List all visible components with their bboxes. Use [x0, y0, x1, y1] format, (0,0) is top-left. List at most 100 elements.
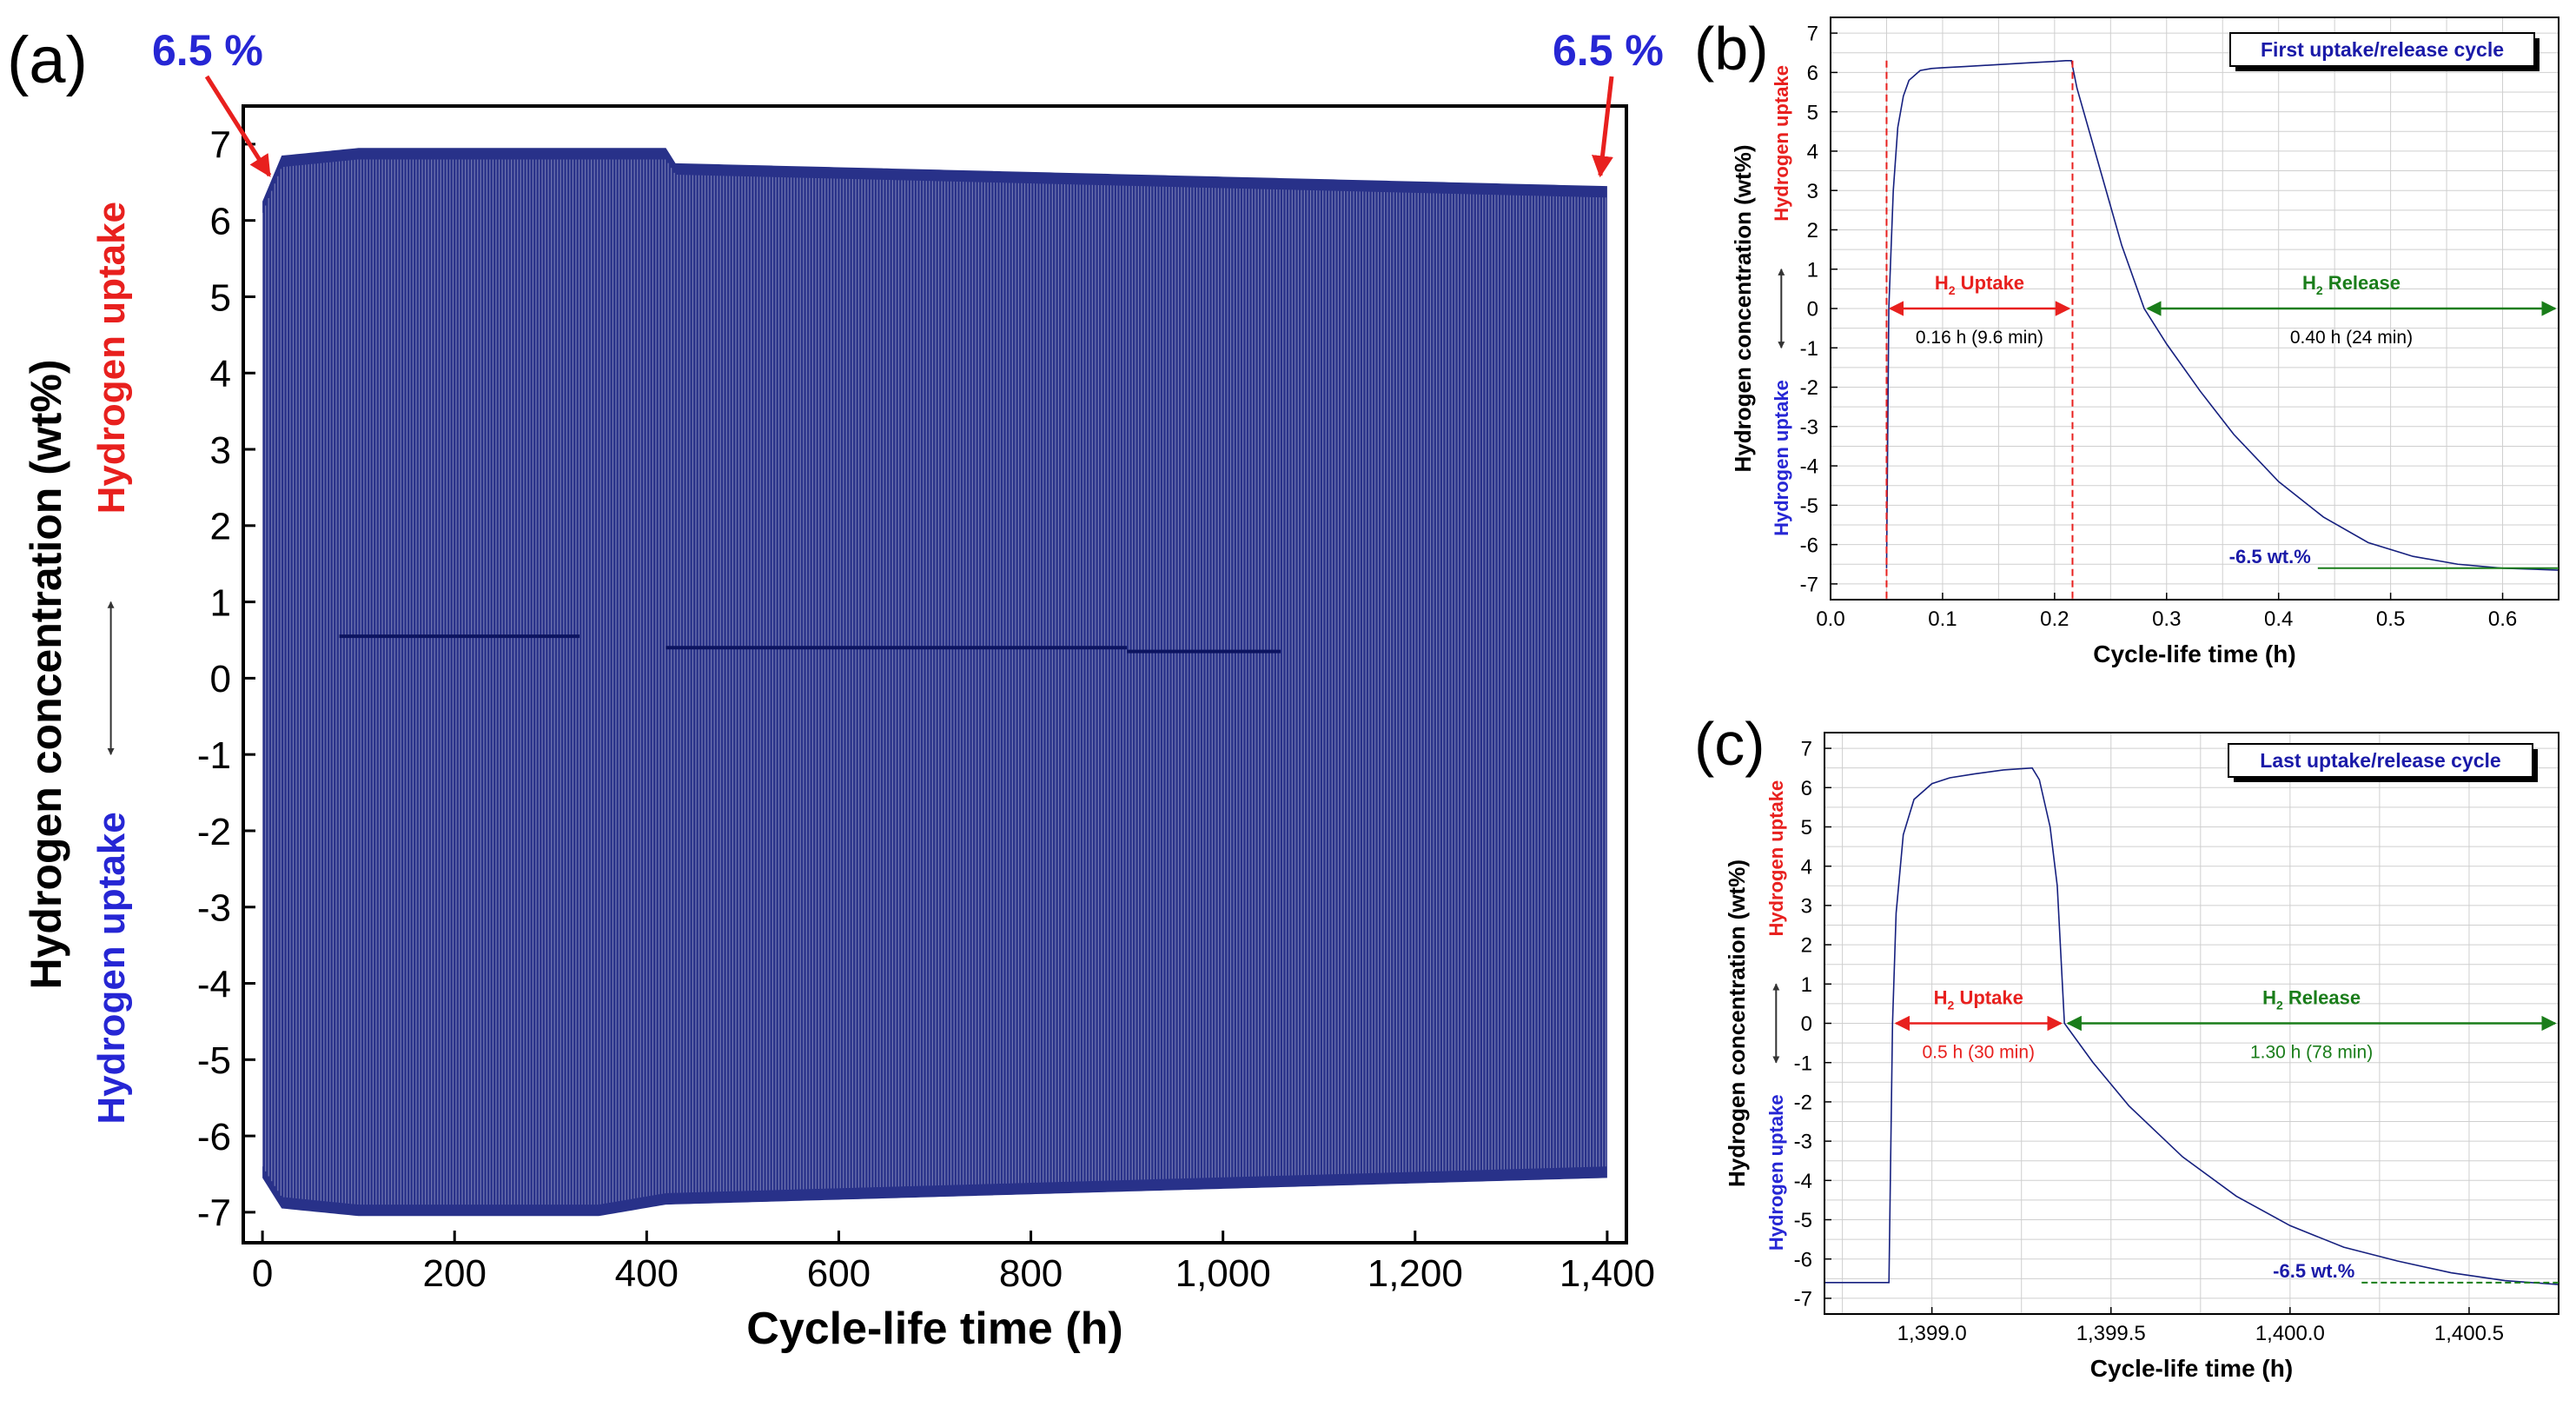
- panel-c: (c) 1,399.0 1,399.5 1,400.0 1,400.5 -7 -6 -5 -4 -…: [1694, 710, 2559, 1382]
- interval-release: H2 Release 1.30 h (78 min): [2066, 987, 2557, 1063]
- y-tick-label: 1: [210, 581, 231, 624]
- interval-label-rest: Release: [2283, 987, 2361, 1009]
- interval-uptake: H2 Uptake 0.5 h (30 min): [1894, 987, 2063, 1063]
- y-tick-label: -3: [1800, 415, 1818, 439]
- end-level: -6.5 wt.%: [2273, 1260, 2559, 1284]
- legend-box: Last uptake/release cycle: [2228, 743, 2538, 782]
- y-tick-label: 3: [210, 429, 231, 472]
- y-tick-label: -3: [1794, 1131, 1812, 1154]
- interval-duration: 0.16 h (9.6 min): [1916, 328, 2043, 348]
- x-tick-label: 1,399.0: [1897, 1322, 1967, 1345]
- x-tick-label: 0.3: [2152, 607, 2181, 631]
- y-tick-label: -1: [1800, 337, 1818, 361]
- y-tick-label: 6: [1801, 777, 1812, 800]
- y-tick-label: 4: [1801, 855, 1812, 879]
- interval-label: H2 Uptake: [1934, 987, 2023, 1012]
- y-axis-sublabel-lower: Hydrogen uptake: [1771, 380, 1792, 536]
- x-tick-label: 1,400: [1560, 1252, 1655, 1295]
- y-tick-label: -6: [1794, 1248, 1812, 1271]
- ticks: 0.0 0.1 0.2 0.3 0.4 0.5 0.6 -7 -6 -5 -4 -3 -2 -1 0 1 2 3 4…: [1800, 23, 2518, 631]
- y-tick-label: 0: [210, 658, 231, 700]
- y-tick-label: -1: [1794, 1052, 1812, 1075]
- y-tick-label: -4: [197, 963, 231, 1005]
- x-tick-label: 0.1: [1928, 607, 1957, 631]
- panel-a: (a) 0 200 400 600 800 1,000 1,200 1,400 -7 -6 -5 -4 -…: [7, 23, 1664, 1354]
- y-tick-label: 0: [1807, 298, 1818, 322]
- y-tick-label: 6: [210, 201, 231, 243]
- y-tick-label: 5: [210, 276, 231, 319]
- y-tick-label: 7: [1801, 738, 1812, 761]
- y-tick-label: 6: [1807, 62, 1818, 85]
- y-tick-label: 2: [1801, 934, 1812, 958]
- x-tick-label: 600: [807, 1252, 871, 1295]
- cycle-plateaus: [339, 634, 1281, 654]
- x-tick-label: 0.2: [2040, 607, 2069, 631]
- y-tick-label: 2: [1807, 219, 1818, 242]
- legend-box: First uptake/release cycle: [2229, 32, 2540, 71]
- x-tick-label: 1,400.0: [2255, 1322, 2325, 1345]
- x-axis-label: Cycle-life time (h): [2093, 640, 2295, 667]
- x-tick-label: 400: [615, 1252, 679, 1295]
- legend-text: First uptake/release cycle: [2261, 38, 2504, 61]
- y-tick-label: -1: [197, 734, 231, 777]
- panel-label: (b): [1694, 15, 1769, 83]
- y-tick-label: 4: [210, 353, 231, 395]
- end-level: -6.5 wt.%: [2229, 546, 2559, 569]
- y-axis-sublabel-upper: Hydrogen uptake: [90, 202, 133, 514]
- y-axis-label: Hydrogen concentration (wt%): [1730, 144, 1756, 472]
- x-tick-label: 0.4: [2264, 607, 2293, 631]
- annotation-label: 6.5 %: [1553, 26, 1664, 75]
- annotation-arrow: [1592, 76, 1614, 178]
- interval-label-sub: 2: [2276, 999, 2283, 1012]
- legend-frame: [2228, 743, 2533, 778]
- y-tick-label: 3: [1801, 895, 1812, 919]
- y-tick-label: -2: [1800, 376, 1818, 400]
- x-tick-label: 0: [252, 1252, 273, 1295]
- interval-duration: 0.5 h (30 min): [1922, 1043, 2035, 1063]
- y-tick-label: -3: [197, 887, 231, 930]
- x-tick-label: 0.6: [2488, 607, 2517, 631]
- x-tick-label: 200: [423, 1252, 487, 1295]
- ticks: 0 200 400 600 800 1,000 1,200 1,400 -7 -6 -5 -4 -3 -2…: [197, 124, 1655, 1295]
- interval-label: H2 Uptake: [1935, 272, 2024, 297]
- interval-label-main: H: [1934, 987, 1948, 1009]
- axes-frame: [242, 104, 1628, 1244]
- cycle-envelope: [262, 148, 1607, 1217]
- series-line: [1885, 59, 2559, 571]
- y-axis-label: Hydrogen concentration (wt%): [1724, 859, 1750, 1187]
- interval-label-sub: 2: [1949, 283, 1956, 297]
- y-tick-label: 7: [1807, 23, 1818, 46]
- y-tick-label: 5: [1801, 816, 1812, 840]
- interval-label-rest: Uptake: [1956, 272, 2024, 294]
- annotation-label: 6.5 %: [152, 26, 263, 75]
- x-tick-label: 1,000: [1175, 1252, 1271, 1295]
- y-tick-label: -5: [197, 1039, 231, 1082]
- x-axis-label: Cycle-life time (h): [2090, 1355, 2293, 1382]
- y-axis-label: Hydrogen concentration (wt%): [22, 359, 70, 989]
- interval-label: H2 Release: [2302, 272, 2401, 297]
- y-tick-label: -6: [1800, 534, 1818, 557]
- end-level-label: -6.5 wt.%: [2229, 546, 2311, 567]
- interval-label-main: H: [1935, 272, 1949, 294]
- cycle-lines: [262, 159, 1606, 1205]
- end-level-label: -6.5 wt.%: [2273, 1260, 2354, 1282]
- y-tick-label: -6: [197, 1116, 231, 1158]
- x-tick-label: 800: [999, 1252, 1063, 1295]
- interval-label-sub: 2: [2316, 283, 2323, 297]
- x-tick-label: 0.5: [2376, 607, 2405, 631]
- y-tick-label: -7: [1794, 1288, 1812, 1311]
- annotation-arrow: [204, 75, 272, 177]
- interval-label-sub: 2: [1948, 999, 1955, 1012]
- panel-label: (c): [1694, 710, 1765, 778]
- series-line: [1824, 767, 2559, 1285]
- y-tick-label: -4: [1800, 455, 1818, 479]
- interval-label-main: H: [2262, 987, 2276, 1009]
- y-tick-label: -2: [197, 811, 231, 853]
- interval-label-rest: Uptake: [1954, 987, 2023, 1009]
- x-axis-label: Cycle-life time (h): [746, 1304, 1122, 1354]
- y-axis-sublabel-lower: Hydrogen uptake: [1765, 1094, 1787, 1251]
- y-tick-label: 7: [210, 124, 231, 167]
- interval-release: H2 Release 0.40 h (24 min): [2146, 272, 2557, 348]
- cycling-data: [262, 148, 1607, 1217]
